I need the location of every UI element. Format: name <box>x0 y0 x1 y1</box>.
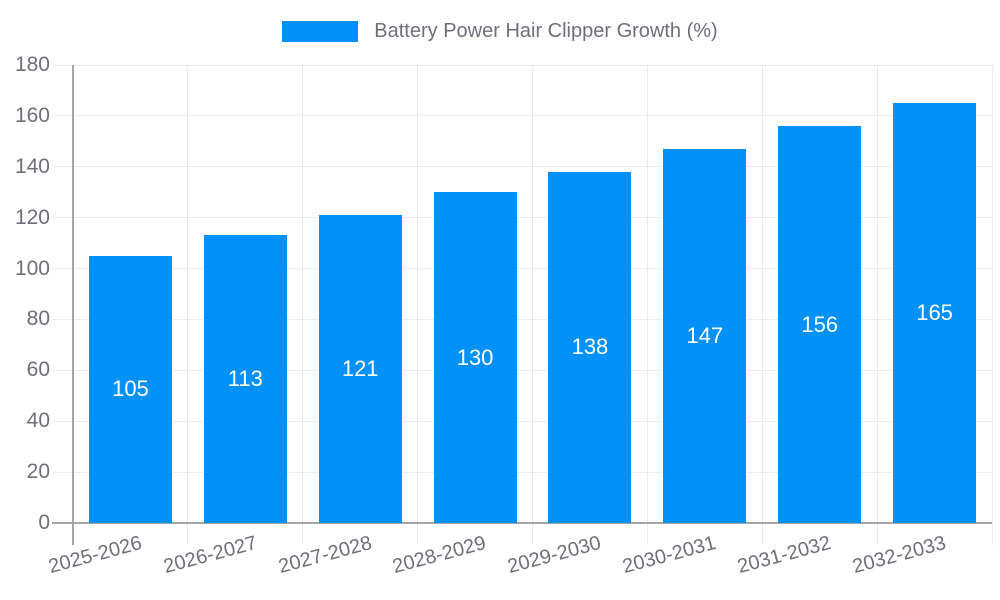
legend-swatch[interactable] <box>282 21 359 42</box>
bar-value-label: 121 <box>341 356 379 382</box>
bar-value-label: 138 <box>571 334 609 360</box>
bar: 156 <box>778 126 862 523</box>
y-tick-label: 0 <box>38 511 50 534</box>
v-gridline <box>991 65 993 545</box>
v-gridline <box>417 65 419 545</box>
y-tick-label: 180 <box>14 53 50 76</box>
bar: 130 <box>433 192 517 523</box>
x-tick-label: 2026-2027 <box>160 532 260 579</box>
v-gridline <box>876 65 878 545</box>
x-tick-label: 2029-2030 <box>505 532 604 579</box>
x-tick-label: 2025-2026 <box>46 532 145 579</box>
h-gridline <box>52 217 992 219</box>
h-gridline <box>52 318 992 320</box>
v-gridline <box>646 65 648 545</box>
v-gridline <box>761 65 763 545</box>
chart-legend[interactable]: Battery Power Hair Clipper Growth (%) <box>0 20 1000 43</box>
y-tick-label: 100 <box>14 256 50 280</box>
y-tick-label: 120 <box>14 205 50 229</box>
bar: 138 <box>548 171 632 523</box>
bar-value-label: 147 <box>686 322 724 348</box>
y-tick-label: 140 <box>14 154 50 178</box>
bar: 105 <box>88 255 172 523</box>
x-tick-label: 2027-2028 <box>275 532 374 579</box>
h-gridline <box>52 369 992 371</box>
bar-value-label: 165 <box>916 300 953 326</box>
h-gridline <box>52 420 992 422</box>
bar-value-label: 113 <box>227 366 263 392</box>
h-gridline <box>52 268 992 270</box>
legend-label: Battery Power Hair Clipper Growth (%) <box>374 20 718 42</box>
x-axis-line <box>52 522 992 524</box>
h-gridline <box>52 64 992 66</box>
bar-value-label: 156 <box>801 311 839 337</box>
bar-value-label: 105 <box>112 376 149 402</box>
bar: 147 <box>663 148 747 523</box>
y-tick-label: 160 <box>14 103 50 127</box>
x-tick-label: 2032-2033 <box>850 532 949 579</box>
x-tick-label: 2031-2032 <box>735 532 834 579</box>
h-gridline <box>52 115 992 117</box>
v-gridline <box>532 65 533 545</box>
y-tick-label: 40 <box>26 409 50 433</box>
v-gridline <box>187 65 189 545</box>
h-gridline <box>52 471 992 473</box>
bar-value-label: 130 <box>456 344 494 370</box>
bar: 121 <box>318 215 402 523</box>
bar: 113 <box>203 235 287 523</box>
h-gridline <box>52 166 992 168</box>
y-axis-line <box>72 65 74 545</box>
y-tick-label: 60 <box>26 358 50 382</box>
y-tick-label: 80 <box>26 307 50 331</box>
v-gridline <box>302 65 304 545</box>
y-tick-label: 20 <box>26 460 50 484</box>
x-tick-label: 2030-2031 <box>620 532 719 579</box>
bar: 165 <box>893 103 977 523</box>
x-tick-label: 2028-2029 <box>390 532 489 579</box>
